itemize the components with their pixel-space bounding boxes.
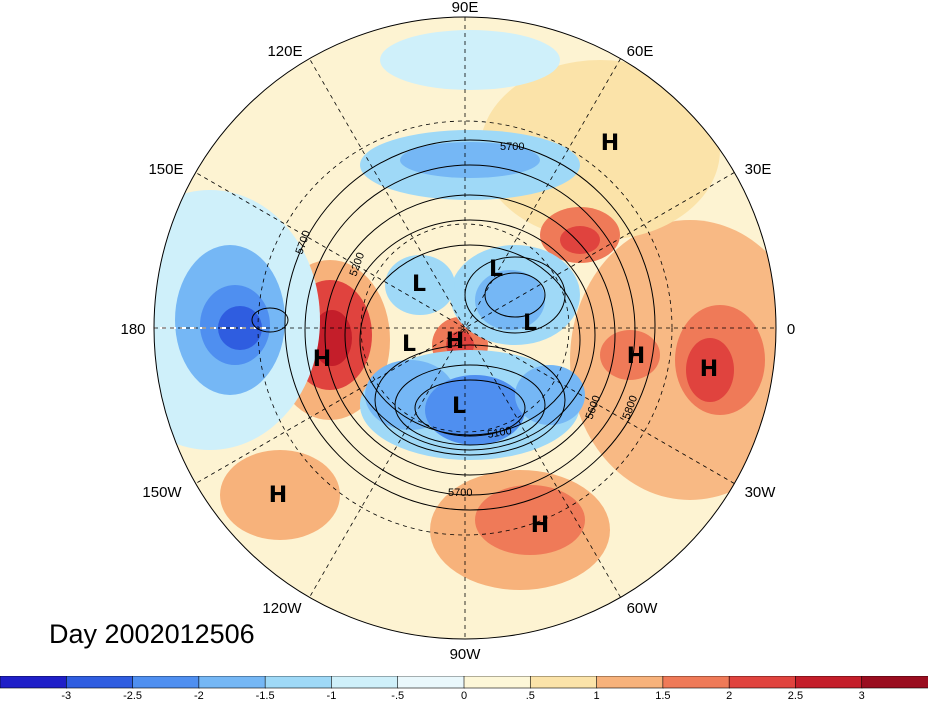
map-boundary: [153, 16, 777, 640]
lon-label-90e: 90E: [452, 0, 479, 16]
colorbar-cell: [397, 676, 465, 689]
colorbar-tick-label: .5: [526, 690, 535, 702]
lon-label-150e: 150E: [148, 161, 183, 178]
colorbar-cell: [795, 676, 863, 689]
high-center: H: [313, 347, 331, 372]
high-center: H: [446, 329, 464, 354]
grid: [154, 17, 776, 639]
lon-label-150w: 150W: [142, 484, 182, 501]
high-center: H: [531, 513, 549, 538]
colorbar-tick-label: -2: [194, 690, 204, 702]
lon-label-60w: 60W: [627, 600, 659, 617]
colorbar-cell: [65, 676, 134, 689]
high-center: H: [601, 131, 619, 156]
longitude-labels: 90E 60E 30E 0 30W 60W 90W 120W 150W 180 …: [120, 0, 795, 663]
colorbar-tick-label: -1.5: [256, 690, 275, 702]
colorbar-cell: [463, 676, 532, 689]
colorbar-cell: [132, 676, 200, 689]
high-center: H: [627, 344, 645, 369]
contour-label: 5700: [448, 487, 472, 499]
colorbar-cell: [264, 676, 333, 689]
lon-label-30w: 30W: [745, 484, 777, 501]
colorbar-tick-label: -.5: [391, 690, 404, 702]
low-center: L: [402, 332, 416, 357]
low-center: L: [523, 311, 537, 336]
high-center: H: [269, 483, 287, 508]
colorbar-tick-label: -3: [61, 690, 71, 702]
height-contours: [251, 139, 656, 511]
lon-label-90w: 90W: [450, 646, 482, 663]
colorbar-cell: [861, 676, 928, 689]
anomaly-field: [154, 17, 776, 639]
colorbar-cell: [529, 676, 598, 689]
colorbar: -3 -2.5 -2 -1.5 -1 -.5 0 .5 1 1.5 2 2.5 3: [0, 676, 928, 702]
colorbar-cell: [728, 676, 797, 689]
colorbar-cell: [662, 676, 730, 689]
high-center: H: [700, 357, 718, 382]
lon-label-120e: 120E: [267, 43, 302, 60]
low-center: L: [412, 272, 426, 297]
colorbar-ticks: -3 -2.5 -2 -1.5 -1 -.5 0 .5 1 1.5 2 2.5 3: [61, 690, 864, 702]
colorbar-tick-label: -2.5: [123, 690, 142, 702]
contour-label: 5100: [486, 425, 512, 441]
lon-label-120w: 120W: [262, 600, 302, 617]
colorbar-tick-label: 1.5: [655, 690, 670, 702]
colorbar-cell: [331, 676, 399, 689]
contour-label: 5700: [500, 141, 524, 153]
lon-label-30e: 30E: [745, 161, 772, 178]
colorbar-cell: [0, 676, 68, 689]
pressure-centers: H H H H H H H L L L L L: [269, 131, 718, 538]
colorbar-tick-label: -1: [327, 690, 337, 702]
colorbar-cell: [596, 676, 664, 689]
polar-map: 90E 60E 30E 0 30W 60W 90W 120W 150W 180 …: [120, 0, 795, 663]
colorbar-tick-label: 0: [461, 690, 467, 702]
colorbar-tick-label: 3: [859, 690, 865, 702]
lon-label-180: 180: [120, 321, 145, 338]
low-center: L: [489, 257, 503, 282]
colorbar-tick-label: 2: [726, 690, 732, 702]
colorbar-tick-label: 2.5: [788, 690, 803, 702]
colorbar-cells: [0, 676, 928, 689]
colorbar-cell: [198, 676, 266, 689]
lon-label-0: 0: [787, 321, 795, 338]
lon-label-60e: 60E: [627, 43, 654, 60]
colorbar-tick-label: 1: [594, 690, 600, 702]
map-title: Day 2002012506: [49, 619, 255, 649]
low-center: L: [452, 394, 466, 419]
